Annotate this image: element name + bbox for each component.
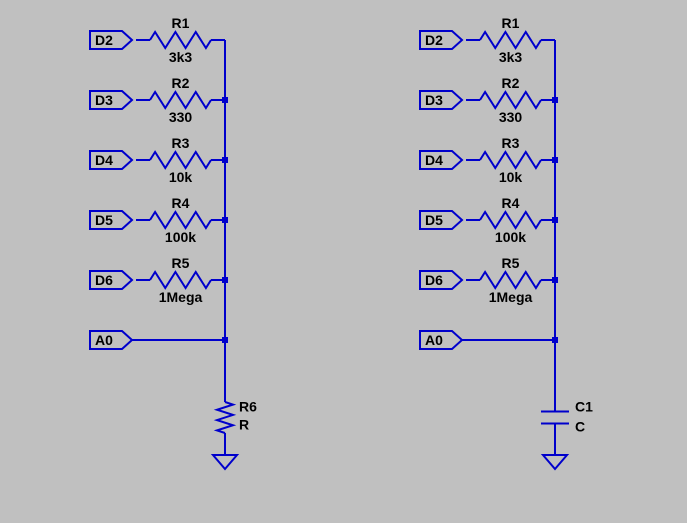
resistor-value: 330	[499, 109, 523, 125]
junction	[222, 97, 228, 103]
resistor-name: R1	[502, 15, 520, 31]
net-port-label: D3	[425, 92, 443, 108]
net-port-label: D5	[425, 212, 443, 228]
junction	[552, 97, 558, 103]
net-port-label: D2	[95, 32, 113, 48]
resistor-R5	[480, 272, 541, 288]
resistor-R3	[150, 152, 211, 168]
resistor-R1	[150, 32, 211, 48]
resistor-name: R3	[172, 135, 190, 151]
resistor-value: 3k3	[499, 49, 523, 65]
junction	[222, 337, 228, 343]
resistor-name: R2	[172, 75, 190, 91]
net-port-label: D4	[425, 152, 443, 168]
junction	[222, 217, 228, 223]
resistor-value: 10k	[499, 169, 523, 185]
net-port-label: A0	[95, 332, 113, 348]
capacitor-name: C1	[575, 399, 593, 415]
ground-symbol	[213, 455, 237, 469]
resistor-R2	[480, 92, 541, 108]
resistor-R5	[150, 272, 211, 288]
net-port-label: D3	[95, 92, 113, 108]
resistor-value: R	[239, 417, 249, 433]
resistor-value: 10k	[169, 169, 193, 185]
resistor-R4	[480, 212, 541, 228]
net-port-label: D6	[425, 272, 443, 288]
resistor-R2	[150, 92, 211, 108]
junction	[552, 217, 558, 223]
resistor-value: 3k3	[169, 49, 193, 65]
junction	[552, 277, 558, 283]
resistor-name: R5	[172, 255, 190, 271]
resistor-R1	[480, 32, 541, 48]
net-port-label: D6	[95, 272, 113, 288]
junction	[222, 277, 228, 283]
resistor-R4	[150, 212, 211, 228]
junction	[552, 337, 558, 343]
resistor-name: R4	[502, 195, 520, 211]
resistor-name: R3	[502, 135, 520, 151]
resistor-name: R6	[239, 399, 257, 415]
resistor-value: 1Mega	[159, 289, 203, 305]
resistor-value: 1Mega	[489, 289, 533, 305]
resistor-value: 100k	[495, 229, 526, 245]
capacitor-value: C	[575, 419, 585, 435]
resistor-R6	[217, 402, 233, 433]
ground-symbol	[543, 455, 567, 469]
resistor-name: R1	[172, 15, 190, 31]
resistor-value: 330	[169, 109, 193, 125]
net-port-label: D2	[425, 32, 443, 48]
resistor-value: 100k	[165, 229, 196, 245]
net-port-label: D4	[95, 152, 113, 168]
resistor-name: R2	[502, 75, 520, 91]
net-port-label: A0	[425, 332, 443, 348]
resistor-name: R4	[172, 195, 190, 211]
resistor-R3	[480, 152, 541, 168]
junction	[552, 157, 558, 163]
resistor-name: R5	[502, 255, 520, 271]
junction	[222, 157, 228, 163]
net-port-label: D5	[95, 212, 113, 228]
